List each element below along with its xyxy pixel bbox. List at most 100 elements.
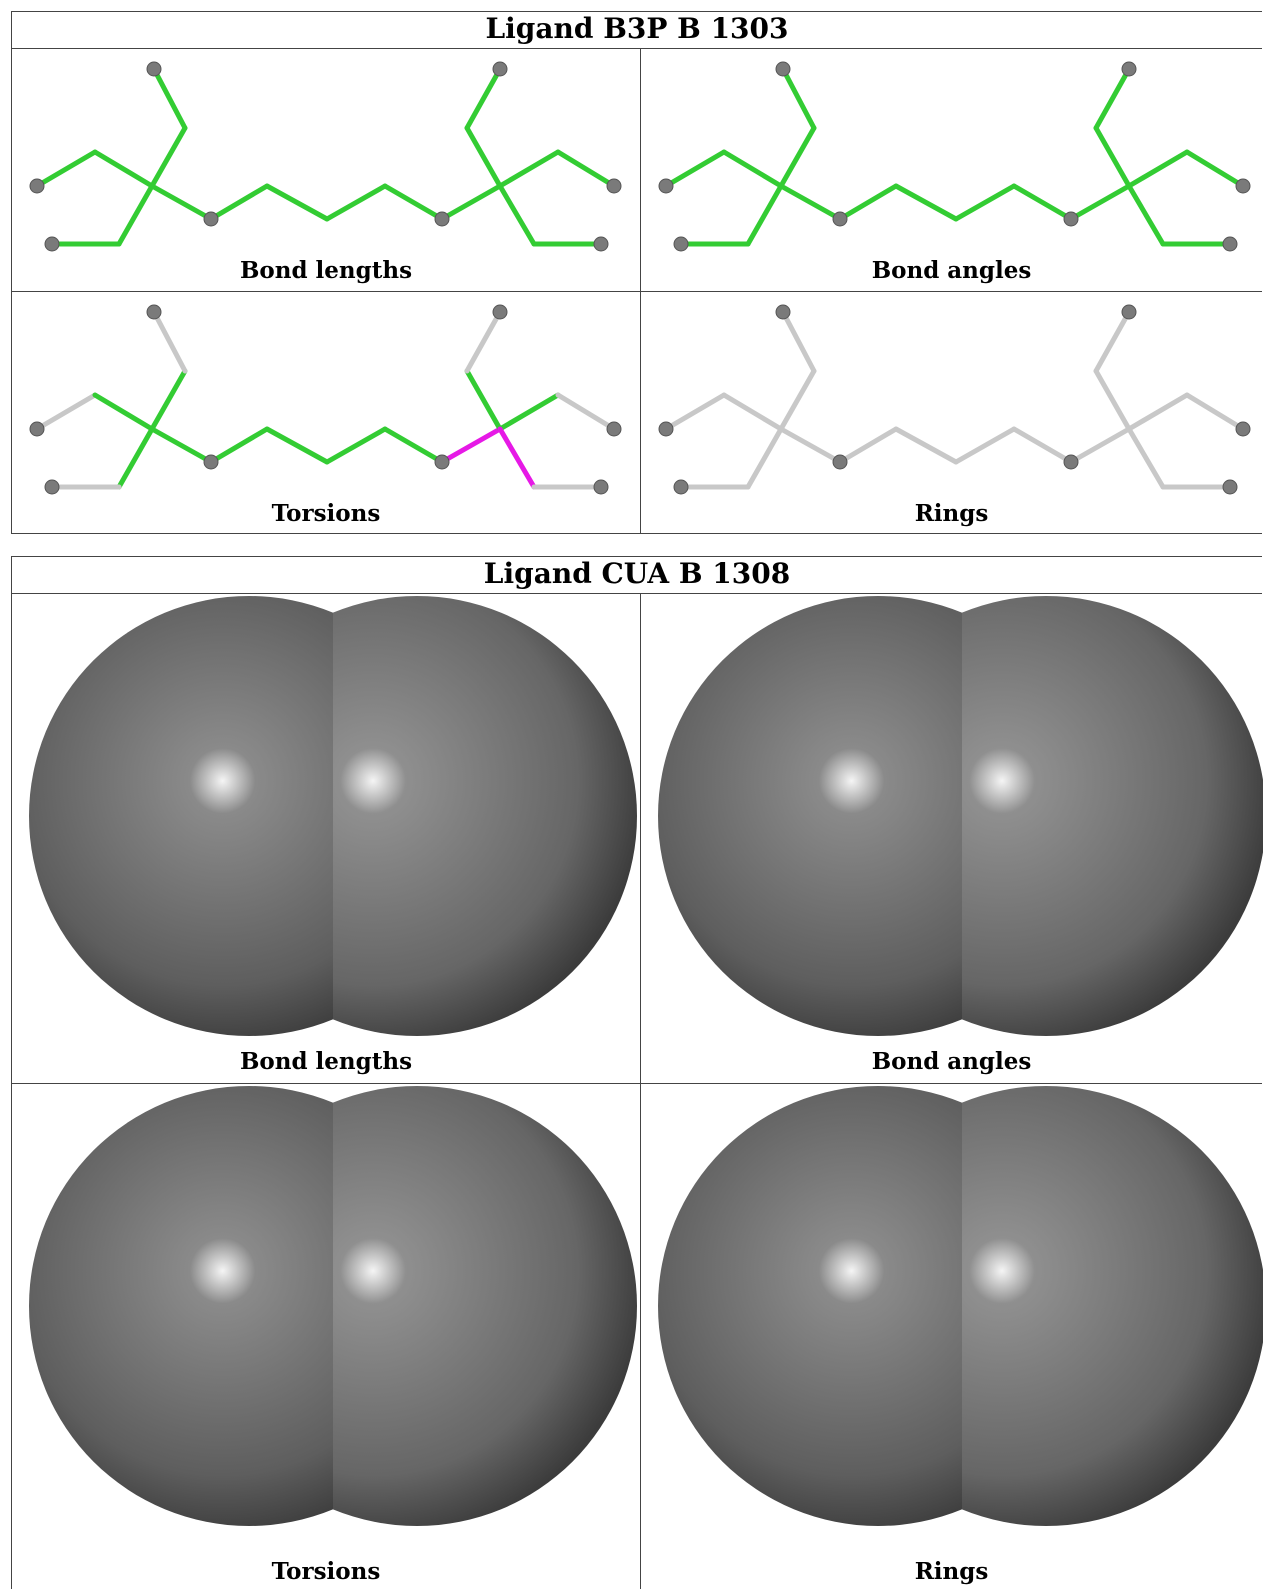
bond-line [778, 183, 843, 222]
bond-line [92, 149, 155, 189]
bond-line [208, 426, 270, 465]
bond-line [1011, 183, 1074, 222]
bond-line [780, 66, 817, 131]
atom-node [1235, 421, 1251, 437]
bond-line [497, 426, 537, 490]
bond-line [116, 183, 155, 247]
atom-node [775, 61, 791, 77]
atom-node [658, 421, 674, 437]
atom-node [606, 178, 622, 194]
b3p-bond-angles-caption: Bond angles [871, 257, 1032, 284]
b3p-bond-angles-structure [658, 61, 1251, 252]
bond-line [34, 392, 98, 432]
bond-line [464, 309, 503, 374]
b3p-rings-caption: Rings [914, 500, 989, 527]
bond-line [745, 183, 784, 247]
cua-bond-lengths-panel: Bond lengths [11, 594, 640, 1084]
bond-line [264, 426, 330, 465]
bond-line [721, 149, 784, 189]
atom-node [673, 479, 689, 495]
atom-node [146, 304, 162, 320]
b3p-bond-angles-panel: Bond angles [640, 49, 1262, 292]
bond-line [1068, 183, 1132, 222]
ligand-cua-block: Ligand CUA B 1308 Bond lengths Bond angl… [11, 556, 1263, 1589]
atom-node [203, 211, 219, 227]
bond-line [778, 426, 843, 465]
bond-line [264, 183, 330, 222]
ligand-b3p-title: Ligand B3P B 1303 [11, 11, 1262, 49]
atom-node [434, 454, 450, 470]
bond-line [1184, 149, 1246, 189]
bond-line [34, 149, 98, 189]
atom-node [29, 421, 45, 437]
bond-line [837, 426, 899, 465]
bond-line [439, 426, 503, 465]
bond-line [1126, 392, 1190, 432]
atom-node [593, 236, 609, 252]
atom-sphere [333, 596, 637, 1036]
bond-line [497, 183, 537, 247]
atom-node [146, 61, 162, 77]
cua-torsions-caption: Torsions [271, 1558, 381, 1585]
bond-line [464, 125, 503, 189]
atom-node [1235, 178, 1251, 194]
atom-node [1121, 304, 1137, 320]
atom-node [658, 178, 674, 194]
bond-line [893, 183, 959, 222]
b3p-rings-structure [658, 304, 1251, 495]
b3p-torsions-panel: Torsions [11, 292, 640, 534]
cua-rings-caption: Rings [914, 1558, 989, 1585]
bond-line [464, 368, 503, 432]
bond-line [1093, 309, 1132, 374]
b3p-bond-lengths-panel: Bond lengths [11, 49, 640, 292]
cua-rings-structure [658, 1086, 1263, 1526]
atom-node [1063, 454, 1079, 470]
atom-node [775, 304, 791, 320]
atom-node [832, 211, 848, 227]
cua-torsions-structure [29, 1086, 637, 1526]
ligand-b3p-block: Ligand B3P B 1303 Bond lengths Bond angl… [11, 11, 1262, 534]
b3p-bond-lengths-structure [29, 61, 622, 252]
bond-line [324, 426, 388, 465]
bond-line [1126, 149, 1190, 189]
bond-line [555, 149, 617, 189]
cua-rings-panel: Rings [640, 1084, 1263, 1589]
atom-node [29, 178, 45, 194]
bond-line [663, 392, 727, 432]
bond-line [324, 183, 388, 222]
bond-line [382, 183, 445, 222]
b3p-torsions-structure [29, 304, 622, 495]
bond-line [151, 66, 188, 131]
cua-bond-angles-caption: Bond angles [871, 1048, 1032, 1075]
bond-line [1093, 368, 1132, 432]
bond-line [555, 392, 617, 432]
bond-line [497, 149, 561, 189]
bond-line [837, 183, 899, 222]
cua-bond-lengths-caption: Bond lengths [239, 1048, 413, 1075]
atom-node [492, 304, 508, 320]
bond-line [382, 426, 445, 465]
bond-line [778, 368, 817, 432]
atom-node [832, 454, 848, 470]
cua-bond-angles-structure [658, 596, 1263, 1036]
atom-node [434, 211, 450, 227]
bond-line [893, 426, 959, 465]
atom-sphere [962, 596, 1263, 1036]
bond-line [149, 183, 214, 222]
bond-line [1068, 426, 1132, 465]
atom-sphere [962, 1086, 1263, 1526]
bond-line [1093, 66, 1132, 131]
bond-line [92, 392, 155, 432]
cua-bond-angles-panel: Bond angles [640, 594, 1263, 1084]
bond-line [439, 183, 503, 222]
atom-node [593, 479, 609, 495]
bond-line [778, 125, 817, 189]
bond-line [149, 426, 214, 465]
atom-node [44, 479, 60, 495]
atom-node [44, 236, 60, 252]
bond-line [745, 426, 784, 490]
bond-line [497, 392, 561, 432]
atom-sphere [333, 1086, 637, 1526]
bond-line [953, 183, 1017, 222]
bond-line [1093, 125, 1132, 189]
